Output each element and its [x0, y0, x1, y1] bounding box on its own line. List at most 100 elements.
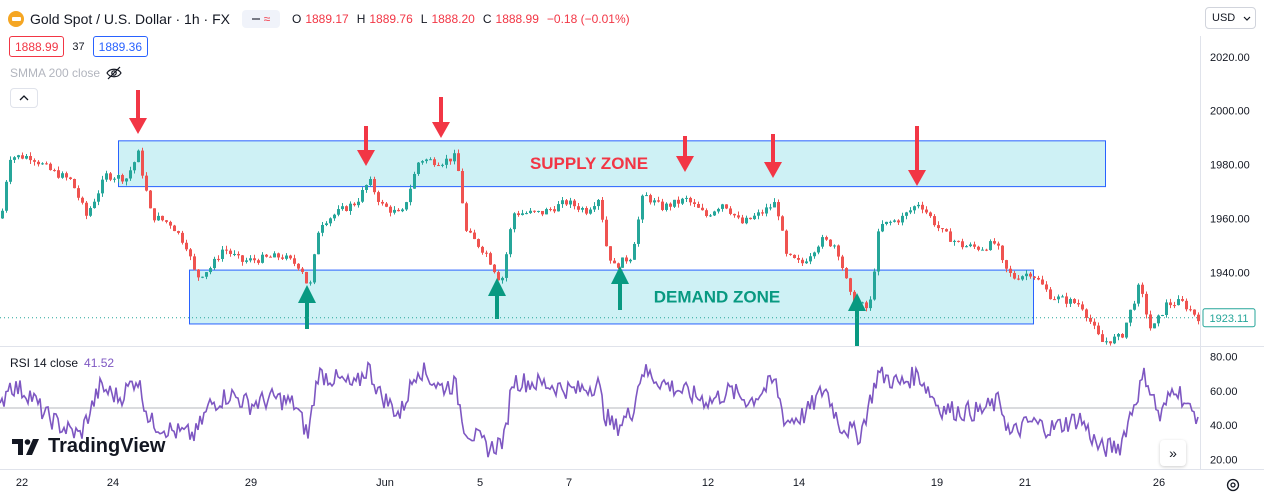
red-arrow-head: [129, 118, 147, 134]
candle-body: [873, 271, 876, 300]
candle-body: [549, 209, 552, 211]
candle-body: [877, 231, 880, 272]
candle-body: [1049, 289, 1052, 300]
ohlc-close-value: 1888.99: [495, 12, 539, 26]
candle-body: [773, 202, 776, 208]
candle-body: [477, 239, 480, 247]
candle-body: [1037, 277, 1040, 280]
last-price-badge: [1202, 308, 1256, 328]
candle-body: [361, 189, 364, 202]
candle-body: [761, 212, 764, 214]
candle-body: [1185, 300, 1188, 310]
candle-body: [49, 163, 52, 171]
candle-body: [1149, 314, 1152, 329]
candle-body: [757, 212, 760, 216]
candle-body: [985, 249, 988, 251]
indicator-label: SMMA 200 close: [10, 66, 101, 80]
candle-body: [837, 245, 840, 257]
candle-body: [917, 204, 920, 207]
candle-body: [645, 195, 648, 197]
candle-body: [461, 171, 464, 204]
candle-body: [389, 206, 392, 213]
candle-body: [629, 259, 632, 262]
chart-settings-button[interactable]: [1224, 476, 1242, 494]
candle-body: [1129, 309, 1132, 323]
time-tick-label: 14: [793, 477, 805, 489]
candle-body: [125, 178, 128, 182]
currency-select[interactable]: USD: [1205, 7, 1256, 29]
candle-body: [809, 256, 812, 262]
ohlc-close-label: C: [482, 12, 492, 26]
candle-body: [137, 150, 140, 163]
candle-body: [1085, 309, 1088, 318]
candle-body: [525, 213, 528, 215]
candle-body: [613, 260, 616, 264]
time-tick-label: 26: [1153, 477, 1165, 489]
candle-body: [57, 170, 60, 178]
buy-button[interactable]: 1889.36: [92, 36, 149, 57]
candle-body: [709, 215, 712, 217]
candle-body: [1033, 276, 1036, 278]
rsi-legend[interactable]: RSI 14 close 41.52: [10, 356, 114, 370]
candle-body: [633, 243, 636, 260]
candle-body: [13, 157, 16, 160]
candle-body: [665, 203, 668, 210]
candle-body: [909, 210, 912, 213]
supply-zone-label: SUPPLY ZONE: [530, 154, 648, 173]
candle-body: [1089, 317, 1092, 322]
candle-body: [381, 201, 384, 204]
candle-body: [517, 213, 520, 216]
candle-body: [589, 209, 592, 214]
candle-body: [1189, 309, 1192, 311]
candle-body: [497, 272, 500, 281]
candle-body: [601, 199, 604, 220]
sell-button[interactable]: 1888.99: [9, 36, 65, 57]
candle-body: [1, 210, 4, 219]
rsi-tick-label: 40.00: [1210, 420, 1238, 432]
candle-body: [1029, 273, 1032, 277]
rsi-tick-label: 20.00: [1210, 454, 1238, 466]
candle-body: [453, 153, 456, 162]
candle-body: [481, 246, 484, 253]
candle-body: [237, 253, 240, 256]
candle-body: [1181, 299, 1184, 301]
candle-body: [265, 254, 268, 257]
minus-icon: [251, 18, 260, 20]
symbol-title[interactable]: Gold Spot / U.S. Dollar · 1h · FX: [30, 11, 230, 27]
candle-body: [561, 200, 564, 205]
ohlc-change: −0.18 (−0.01%): [546, 12, 630, 26]
candle-body: [797, 258, 800, 260]
candle-body: [437, 165, 440, 167]
eye-hidden-icon[interactable]: [106, 66, 122, 80]
candle-body: [169, 221, 172, 226]
candle-body: [1193, 309, 1196, 315]
candle-body: [681, 198, 684, 204]
indicator-toggle-button[interactable]: ≈: [241, 10, 280, 28]
candle-body: [33, 160, 36, 162]
candle-body: [373, 179, 376, 193]
candle-body: [473, 232, 476, 240]
candle-body: [593, 206, 596, 210]
candle-body: [913, 206, 916, 211]
collapse-legend-button[interactable]: [10, 88, 38, 108]
last-price-label: 1923.11: [1210, 313, 1249, 325]
scroll-to-realtime-button[interactable]: »: [1160, 440, 1186, 466]
tradingview-logo[interactable]: TradingView: [12, 435, 165, 458]
candle-body: [77, 188, 80, 198]
candle-body: [1077, 303, 1080, 305]
candle-body: [357, 201, 360, 206]
candle-body: [625, 257, 628, 262]
candle-body: [1013, 272, 1016, 279]
candle-body: [401, 209, 404, 212]
candle-body: [301, 268, 304, 272]
red-arrow-head: [764, 162, 782, 178]
green-arrow-head: [298, 285, 316, 303]
candle-body: [637, 219, 640, 244]
indicator-legend[interactable]: SMMA 200 close: [10, 66, 122, 80]
candle-body: [889, 221, 892, 223]
candle-body: [377, 192, 380, 202]
candle-body: [493, 264, 496, 273]
candle-body: [253, 258, 256, 261]
currency-value: USD: [1212, 12, 1236, 24]
